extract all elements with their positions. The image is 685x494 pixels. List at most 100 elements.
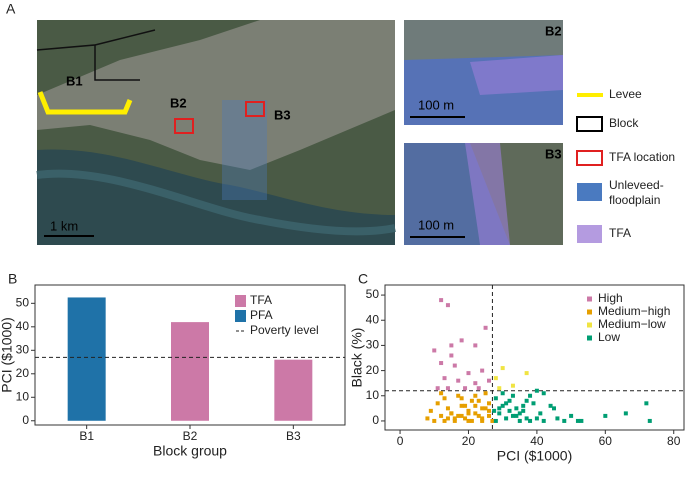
point [493,376,498,381]
x-tick-label: 0 [397,434,404,448]
point [473,393,478,398]
point [534,388,539,393]
y-tick-label: 40 [366,312,380,326]
scale-label: 1 km [50,218,78,233]
point [445,303,450,308]
point [456,378,461,383]
legend-swatch [576,150,603,166]
point [507,398,512,403]
point [569,413,574,418]
point [500,366,505,371]
river [37,149,395,245]
x-axis-title: Block group [153,443,227,459]
x-tick-label: 40 [530,434,544,448]
point [456,393,461,398]
y-tick-label: 0 [22,413,29,427]
point [456,413,461,418]
x-tick-label: B1 [79,429,94,443]
point [541,418,546,423]
point [487,413,491,418]
legend-swatch [577,183,602,201]
point [463,416,468,421]
panel-label: C [358,271,368,287]
y-tick-label: 10 [16,389,30,403]
map: B1 B2 B3 1 km B2 100 m B3 100 m [36,20,563,245]
point [562,418,567,423]
legend-swatch [587,296,592,302]
point [480,416,485,421]
point [480,406,485,411]
bar [274,359,313,421]
point [452,416,457,421]
legend-label: Low [598,330,620,344]
point [483,406,488,411]
point [497,386,502,391]
point [524,416,529,421]
point [603,413,608,418]
point [483,325,488,330]
point [492,408,497,413]
river-channel [36,169,396,236]
y-tick-label: 30 [366,338,380,352]
levee [37,91,133,115]
point [445,416,450,421]
point [449,353,454,358]
x-tick-label: 60 [599,434,613,448]
point [476,398,481,403]
point [517,418,522,423]
point [466,371,471,376]
point [445,386,450,391]
point [514,406,519,411]
bar [171,322,209,421]
point [473,403,478,408]
point [435,386,440,391]
point [425,416,430,421]
point [466,411,471,416]
point [442,396,447,401]
legend-label: PFA [250,308,273,322]
point [439,361,444,366]
point [500,403,505,408]
legend-swatch [577,225,602,243]
point [428,408,433,413]
y-tick-label: 20 [16,366,30,380]
bar [67,297,106,421]
legend-label: High [598,291,623,305]
point [476,413,481,418]
legend-label: Poverty level [250,323,319,337]
point [517,411,522,416]
point [452,418,457,423]
y-tick-label: 50 [366,287,380,301]
point [459,396,464,401]
point [510,383,515,388]
point [466,408,471,413]
point [473,343,478,348]
point [493,418,498,423]
point [449,411,454,416]
x-tick-label: 20 [462,434,476,448]
tfa-area [470,55,563,95]
y-tick-label: 10 [366,388,380,402]
point [500,391,505,396]
tfa-location [245,101,265,117]
point [432,348,437,353]
scale-label: 100 m [418,97,454,112]
point [504,401,509,406]
point [510,393,515,398]
point [497,406,502,411]
map-label: B1 [66,73,83,88]
point [534,416,539,421]
point [623,411,628,416]
point [463,386,468,391]
point [490,418,495,423]
legend-label: Medium−low [598,317,666,331]
point [449,343,454,348]
urban-area [37,20,395,170]
point [480,418,485,423]
point [487,408,491,413]
legend-label: floodplain [609,193,660,207]
x-tick-label: 80 [667,434,681,448]
point [510,413,515,418]
point [459,338,464,343]
